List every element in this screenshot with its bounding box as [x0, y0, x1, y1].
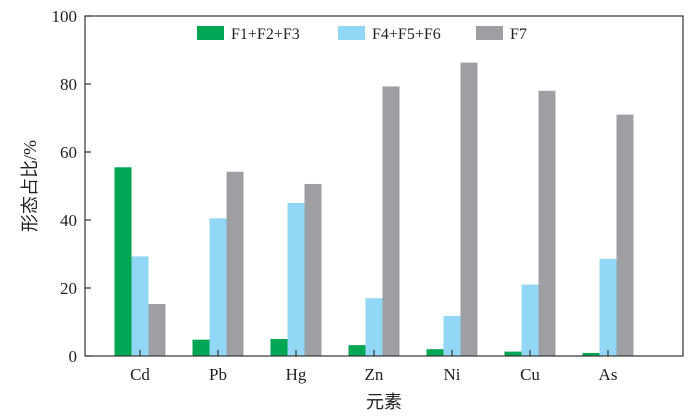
x-tick-label-zn: Zn — [365, 365, 384, 384]
x-tick-label-cu: Cu — [520, 365, 540, 384]
bar-cu-series-3 — [538, 90, 556, 357]
y-tick-label: 100 — [52, 7, 78, 26]
legend-label-3: F7 — [510, 26, 527, 43]
x-tick-label-pb: Pb — [209, 365, 227, 384]
bar-zn-series-1 — [348, 345, 366, 356]
bar-pb-series-1 — [192, 339, 210, 356]
bar-cd-series-1 — [114, 167, 132, 356]
y-axis-title: 形态占比/% — [20, 140, 40, 232]
bar-hg-series-2 — [287, 203, 305, 356]
bar-zn-series-2 — [365, 298, 383, 356]
bar-ni-series-3 — [460, 62, 478, 357]
x-tick-label-cd: Cd — [130, 365, 150, 384]
y-tick-label: 20 — [60, 279, 77, 298]
plot-frame — [84, 15, 684, 357]
x-axis-title: 元素 — [366, 392, 402, 412]
y-tick-label: 40 — [60, 211, 77, 230]
bar-cd-series-3 — [148, 303, 166, 356]
bar-hg-series-3 — [304, 183, 322, 356]
bar-zn-series-3 — [382, 86, 400, 356]
legend-label-1: F1+F2+F3 — [231, 26, 300, 43]
legend-label-2: F4+F5+F6 — [372, 26, 441, 43]
bar-cu-series-1 — [504, 351, 522, 356]
bar-as-series-2 — [599, 258, 617, 356]
bars-group — [114, 62, 634, 357]
bar-ni-series-2 — [443, 315, 461, 356]
bar-as-series-1 — [582, 352, 600, 356]
bar-cu-series-2 — [521, 284, 539, 356]
y-tick-label: 0 — [69, 347, 78, 366]
bar-hg-series-1 — [270, 339, 288, 356]
legend-swatch-1 — [197, 26, 224, 40]
legend-swatch-3 — [476, 26, 503, 40]
x-axis-ticks: Cd Pb Hg Zn Ni Cu As — [130, 350, 617, 384]
bar-pb-series-2 — [209, 218, 227, 356]
bar-pb-series-3 — [226, 171, 244, 356]
legend: F1+F2+F3 F4+F5+F6 F7 — [197, 26, 527, 43]
y-tick-label: 60 — [60, 143, 77, 162]
bar-ni-series-1 — [426, 349, 444, 356]
bar-cd-series-2 — [131, 256, 149, 356]
x-tick-label-as: As — [599, 365, 618, 384]
x-tick-label-ni: Ni — [444, 365, 461, 384]
bar-as-series-3 — [616, 114, 634, 356]
legend-swatch-2 — [338, 26, 365, 40]
x-tick-label-hg: Hg — [286, 365, 307, 384]
y-tick-label: 80 — [60, 75, 77, 94]
